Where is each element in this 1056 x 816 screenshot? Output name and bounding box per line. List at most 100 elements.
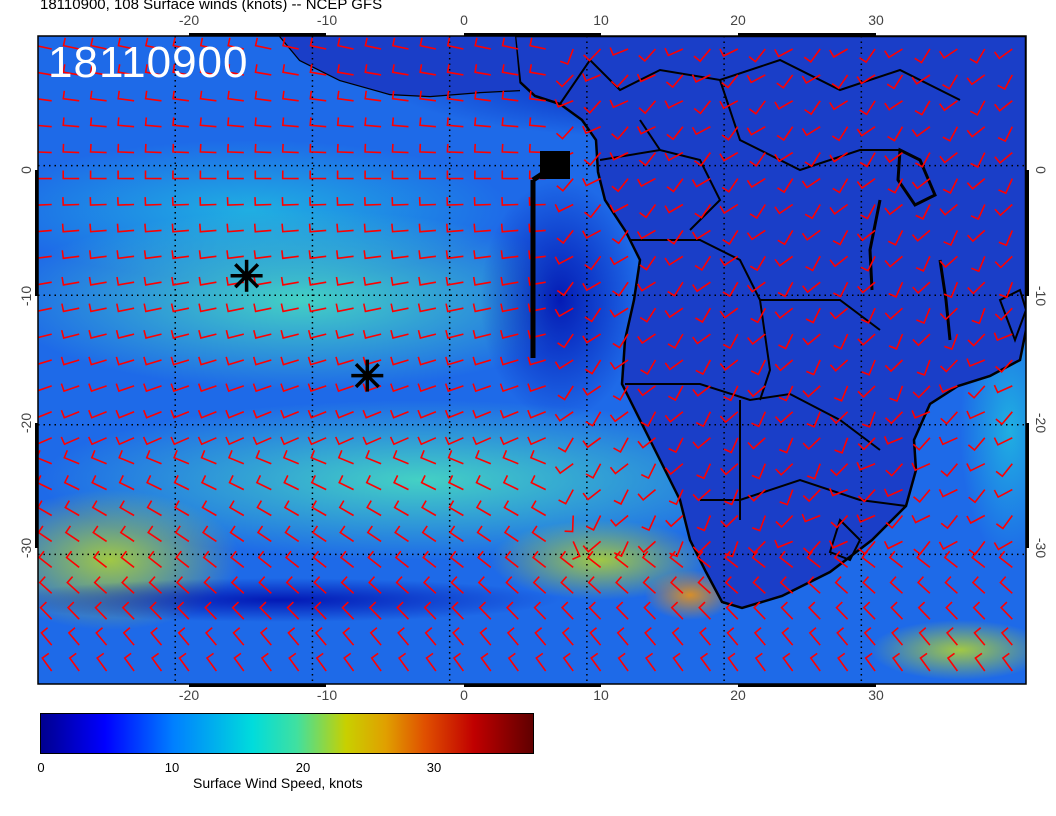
wind-barb	[582, 540, 602, 553]
wind-barb	[884, 307, 904, 321]
wind-barb	[888, 281, 904, 298]
wind-barb	[335, 356, 354, 366]
wind-barb	[643, 601, 657, 620]
wind-barb	[89, 170, 107, 180]
wind-barb	[417, 436, 437, 446]
wind-barb	[474, 64, 491, 76]
wind-barb	[38, 177, 52, 180]
wind-barb	[144, 170, 162, 180]
wind-barb	[723, 437, 739, 454]
wind-barb	[966, 177, 986, 190]
wind-barb	[500, 330, 519, 339]
wind-barb	[664, 100, 684, 109]
wind-barb	[254, 170, 272, 180]
wind-barb	[227, 64, 244, 76]
wind-barb	[859, 100, 876, 116]
wind-barb	[38, 151, 52, 154]
wind-barb	[801, 281, 821, 294]
wind-barb	[664, 307, 684, 319]
wind-barb	[365, 475, 382, 491]
wind-barb	[472, 383, 492, 393]
wind-barb	[119, 500, 135, 517]
wind-barb	[368, 601, 382, 620]
wind-barb	[172, 90, 190, 102]
wind-barb	[420, 449, 437, 465]
wind-barb	[911, 126, 931, 138]
wind-barb	[197, 383, 217, 393]
wind-barb	[692, 489, 711, 502]
wind-barb	[532, 576, 547, 594]
wind-barb	[774, 203, 794, 215]
wind-barb	[945, 601, 958, 620]
wind-barb	[832, 178, 849, 194]
wind-barb	[147, 550, 162, 569]
wind-barb	[170, 383, 190, 393]
wind-barb	[912, 385, 931, 399]
wind-barb	[831, 74, 849, 90]
wind-barb	[119, 525, 135, 543]
wind-barb	[636, 73, 656, 83]
wind-barb	[89, 197, 107, 206]
wind-barb	[336, 90, 354, 102]
wind-barb	[616, 627, 629, 646]
wind-barb	[38, 385, 52, 392]
wind-barb	[147, 525, 162, 543]
wind-barb	[286, 601, 300, 620]
wind-barb	[830, 463, 849, 477]
wind-barb	[38, 255, 52, 259]
wind-barb	[637, 333, 656, 345]
wind-barb	[610, 74, 629, 88]
wind-barb	[368, 576, 382, 594]
wind-barb	[94, 601, 108, 620]
wind-barb	[199, 223, 217, 233]
wind-barb	[615, 601, 629, 620]
wind-barb	[500, 223, 519, 233]
wind-barb	[972, 601, 986, 620]
wind-barb	[364, 64, 382, 76]
wind-barb	[307, 409, 327, 419]
wind-barb	[807, 576, 821, 594]
wind-barb	[390, 250, 409, 260]
wind-barb	[62, 170, 80, 180]
wind-barb	[150, 652, 163, 672]
wind-barb	[38, 576, 53, 594]
wind-barb	[38, 359, 52, 365]
wind-barb	[64, 500, 80, 517]
wind-barb	[938, 488, 958, 498]
wind-barb	[307, 383, 327, 393]
wind-barb	[692, 385, 711, 397]
wind-barb	[611, 229, 629, 245]
wind-barb	[280, 383, 299, 393]
wind-barb	[966, 462, 986, 472]
wind-barb	[888, 333, 904, 350]
wind-barb	[584, 255, 602, 271]
wind-barb	[171, 250, 190, 260]
wind-barb	[419, 117, 436, 128]
wind-barb	[559, 550, 574, 569]
wind-barb	[369, 627, 382, 646]
wind-barb	[115, 436, 135, 446]
wind-barb	[253, 330, 272, 339]
wind-barb	[225, 383, 245, 393]
wind-barb	[806, 550, 821, 569]
wind-barb	[775, 514, 794, 529]
wind-barb	[418, 250, 437, 260]
wind-barb	[448, 500, 464, 517]
wind-barb	[721, 178, 739, 193]
wind-barb	[582, 281, 602, 292]
wind-barb	[255, 475, 272, 491]
wind-barb	[117, 37, 135, 50]
wind-barb	[692, 281, 711, 293]
wind-barb	[614, 550, 629, 569]
wind-barb	[668, 385, 684, 402]
wind-barb	[554, 203, 574, 213]
wind-barb	[280, 303, 299, 313]
wind-barb	[170, 330, 190, 339]
wind-barb	[995, 411, 1013, 426]
wind-barb	[474, 117, 491, 128]
wind-barb	[966, 514, 986, 525]
wind-barb	[856, 177, 876, 190]
bottom-lon-label-20: 20	[730, 687, 746, 703]
wind-barb	[556, 178, 574, 192]
wind-barb	[122, 627, 135, 646]
